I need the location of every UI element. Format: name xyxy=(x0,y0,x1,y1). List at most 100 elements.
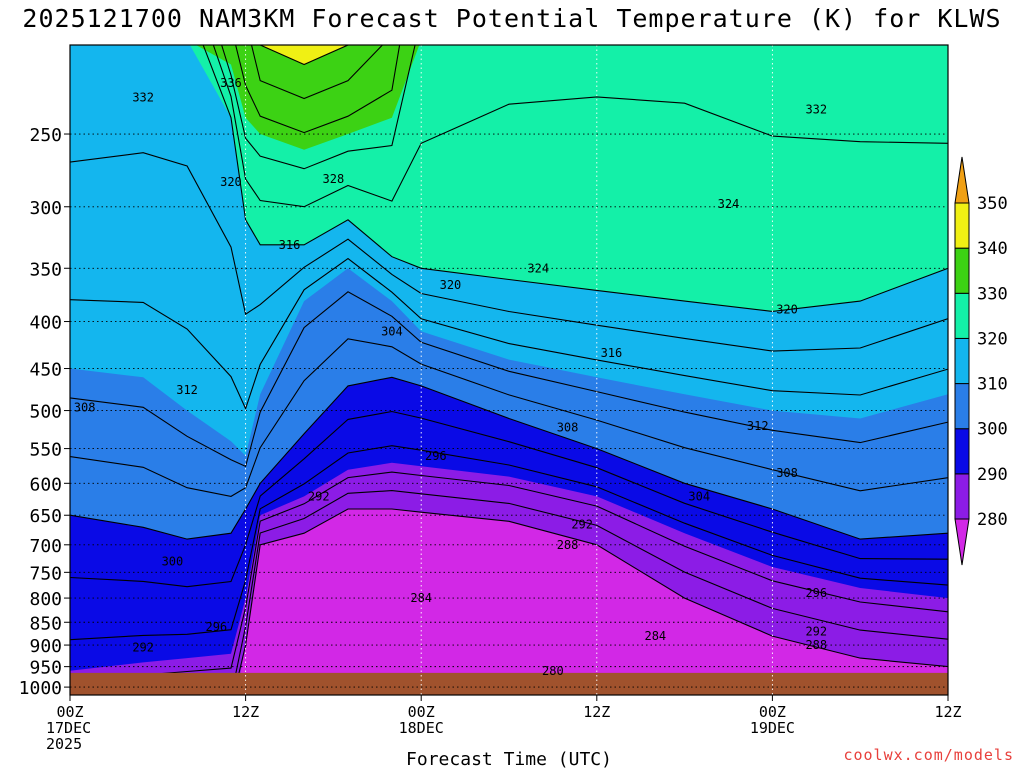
colorbar-swatch-above xyxy=(954,156,970,204)
x-tick-label-0-1: 17DEC xyxy=(46,719,91,737)
colorbar-label-340: 340 xyxy=(977,239,1008,259)
contour-label-10: 304 xyxy=(381,324,403,338)
x-tick-label-0-0: 00Z xyxy=(56,703,83,721)
contour-label-24: 284 xyxy=(410,591,432,605)
colorbar-label-310: 310 xyxy=(977,375,1008,395)
contour-label-2: 332 xyxy=(805,102,827,116)
contour-label-15: 308 xyxy=(557,421,579,435)
colorbar-swatch-280 xyxy=(954,473,970,520)
ground-fill xyxy=(70,672,948,695)
contour-label-23: 296 xyxy=(805,586,827,600)
plot-frame xyxy=(69,44,949,696)
contour-label-9: 320 xyxy=(776,302,798,316)
y-tick-label-900: 900 xyxy=(29,636,62,657)
contour-label-12: 312 xyxy=(176,383,198,397)
contour-label-8: 320 xyxy=(440,278,462,292)
chart-title: 2025121700 NAM3KM Forecast Potential Tem… xyxy=(22,4,1002,33)
x-tick-label-0-2: 2025 xyxy=(46,735,82,753)
contour-320 xyxy=(202,45,948,312)
colorbar-label-290: 290 xyxy=(977,465,1008,485)
contour-324 xyxy=(212,45,948,208)
contour-label-22: 300 xyxy=(162,555,184,569)
contour-label-17: 308 xyxy=(776,466,798,480)
contour-label-18: 292 xyxy=(308,489,330,503)
contour-304 xyxy=(70,338,948,497)
colorbar-label-300: 300 xyxy=(977,420,1008,440)
y-tick-label-350: 350 xyxy=(29,259,62,280)
contour-label-11: 316 xyxy=(601,346,623,360)
x-tick-label-36-0: 12Z xyxy=(583,703,610,721)
colorbar-swatch-330 xyxy=(954,247,970,294)
contour-label-0: 332 xyxy=(132,90,154,104)
contour-label-30: 280 xyxy=(542,664,564,678)
contour-label-25: 296 xyxy=(205,620,227,634)
y-tick-label-800: 800 xyxy=(29,589,62,610)
x-tick-label-24-1: 18DEC xyxy=(399,719,444,737)
colorbar-label-350: 350 xyxy=(977,194,1008,214)
y-tick-label-550: 550 xyxy=(29,440,62,461)
contour-label-4: 328 xyxy=(323,172,345,186)
theta-contour-layer xyxy=(70,45,948,695)
contour-label-layer: 332 336 332 320 328 324 316 324 320 320 304 316 312 3… xyxy=(74,76,827,678)
contour-312 xyxy=(70,257,948,411)
x-tick-label-24-0: 00Z xyxy=(408,703,435,721)
y-tick-label-400: 400 xyxy=(29,313,62,334)
colorbar-swatch-290 xyxy=(954,428,970,475)
colorbar-swatch-below xyxy=(954,518,970,566)
contour-label-19: 304 xyxy=(688,489,710,503)
contour-label-26: 292 xyxy=(805,625,827,639)
axes-layer: 2503003504004505005506006507007508008509… xyxy=(19,44,962,753)
colorbar-label-280: 280 xyxy=(977,510,1008,530)
contour-label-13: 308 xyxy=(74,400,96,414)
x-tick-label-48-0: 00Z xyxy=(759,703,786,721)
y-tick-label-1000: 1000 xyxy=(19,678,62,699)
y-tick-label-750: 750 xyxy=(29,563,62,584)
y-tick-label-250: 250 xyxy=(29,125,62,146)
y-tick-label-850: 850 xyxy=(29,613,62,634)
contour-300 xyxy=(70,376,948,540)
colorbar-swatch-310 xyxy=(954,337,970,385)
contour-316 xyxy=(70,152,948,352)
contour-label-29: 292 xyxy=(132,640,154,654)
contour-label-5: 324 xyxy=(718,197,740,211)
contour-label-20: 292 xyxy=(571,517,593,531)
theta-fill-layer xyxy=(70,45,948,695)
x-tick-label-48-1: 19DEC xyxy=(750,719,795,737)
band-above-340 xyxy=(260,45,348,65)
x-tick-label-12-0: 12Z xyxy=(232,703,259,721)
y-tick-label-700: 700 xyxy=(29,536,62,557)
y-tick-label-500: 500 xyxy=(29,402,62,423)
y-tick-label-300: 300 xyxy=(29,198,62,219)
contour-label-7: 324 xyxy=(527,261,549,275)
contour-label-14: 312 xyxy=(747,419,769,433)
contour-332 xyxy=(235,45,401,134)
contour-label-28: 288 xyxy=(805,638,827,652)
ground-layer xyxy=(70,672,948,695)
y-tick-label-600: 600 xyxy=(29,474,62,495)
contour-308 xyxy=(70,291,948,468)
contour-284 xyxy=(230,490,948,695)
contour-328 xyxy=(221,45,416,170)
contour-label-6: 316 xyxy=(279,238,301,252)
contour-label-1: 336 xyxy=(220,76,242,90)
watermark: coolwx.com/models xyxy=(843,746,1014,764)
y-tick-label-450: 450 xyxy=(29,360,62,381)
contour-292 xyxy=(70,445,948,641)
x-axis-title: Forecast Time (UTC) xyxy=(406,749,612,768)
colorbar-swatch-300 xyxy=(954,383,970,430)
contour-label-16: 296 xyxy=(425,449,447,463)
contour-label-27: 284 xyxy=(644,629,666,643)
contour-label-21: 288 xyxy=(557,538,579,552)
colorbar: 280 290 300 310 320 330 340 350 xyxy=(954,156,1008,566)
colorbar-label-320: 320 xyxy=(977,329,1008,349)
colorbar-label-330: 330 xyxy=(977,284,1008,304)
colorbar-swatch-320 xyxy=(954,292,970,339)
colorbar-swatch-340 xyxy=(954,202,970,249)
contour-296 xyxy=(70,410,948,588)
y-tick-label-950: 950 xyxy=(29,658,62,679)
contour-label-3: 320 xyxy=(220,175,242,189)
y-tick-label-650: 650 xyxy=(29,506,62,527)
contour-288 xyxy=(70,471,948,683)
contour-280 xyxy=(233,508,948,695)
